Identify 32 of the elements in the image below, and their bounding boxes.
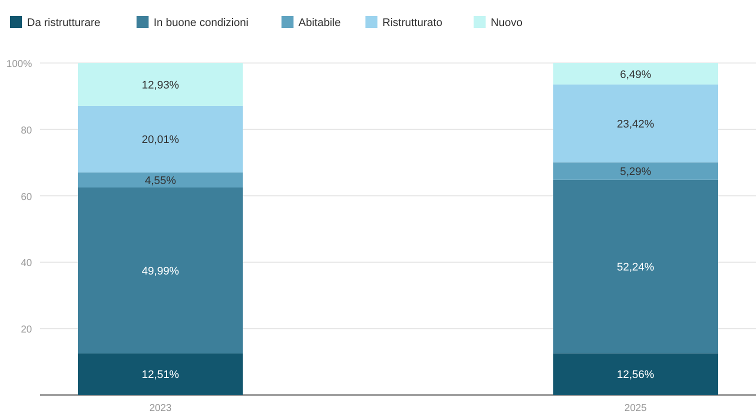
bar bbox=[553, 180, 718, 354]
y-tick-label: 80 bbox=[20, 125, 32, 136]
legend-label: Da ristrutturare bbox=[27, 17, 100, 29]
legend-label: In buone condizioni bbox=[154, 17, 248, 29]
text: 5,29% bbox=[620, 166, 652, 178]
legend-label: Nuovo bbox=[490, 17, 522, 29]
text: 49,99% bbox=[142, 265, 180, 278]
text: 52,24% bbox=[616, 262, 654, 274]
text: 12,56% bbox=[616, 369, 654, 382]
bar bbox=[78, 63, 243, 106]
text: 6,49% bbox=[620, 68, 652, 81]
text: 23,42% bbox=[616, 118, 654, 130]
text: 12,51% bbox=[142, 369, 180, 382]
legend-label: Abitabile bbox=[298, 17, 341, 29]
y-tick-label: 60 bbox=[20, 192, 32, 203]
bar bbox=[553, 63, 718, 85]
y-tick-label: 100% bbox=[6, 59, 32, 70]
bar bbox=[553, 353, 718, 395]
bar bbox=[78, 172, 243, 188]
bar bbox=[78, 188, 243, 354]
bar bbox=[553, 84, 718, 162]
y-tick-label: 20 bbox=[20, 324, 32, 336]
legend-label: Ristrutturato bbox=[382, 17, 442, 29]
y-tick-label: 40 bbox=[20, 258, 32, 270]
text: 20,01% bbox=[142, 134, 180, 146]
text: 4,55% bbox=[144, 174, 176, 187]
bar bbox=[78, 106, 243, 172]
text: 12,93% bbox=[142, 79, 180, 92]
bar bbox=[553, 162, 718, 180]
bar bbox=[78, 353, 243, 395]
x-tick-label: 2025 bbox=[624, 403, 648, 414]
x-tick-label: 2023 bbox=[149, 403, 172, 414]
